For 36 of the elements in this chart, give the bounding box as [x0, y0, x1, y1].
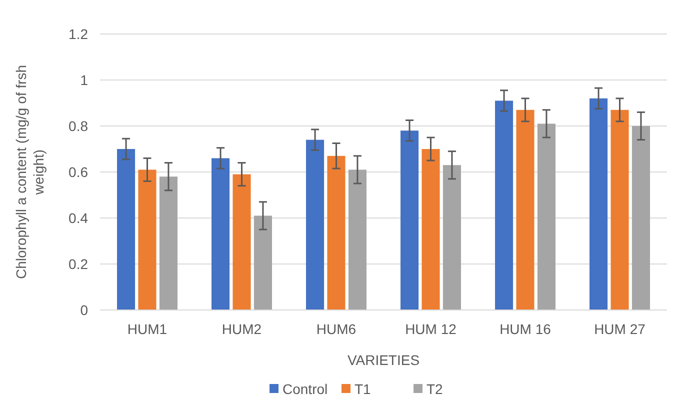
bar — [537, 124, 556, 310]
legend-label: Control — [282, 380, 328, 397]
y-tick-label: 0 — [80, 302, 88, 318]
bar — [138, 170, 156, 310]
bar — [254, 216, 272, 310]
y-tick-label: 0.4 — [68, 210, 88, 226]
y-tick-label: 1 — [80, 72, 88, 88]
bar — [590, 98, 608, 310]
x-tick-label: HUM 16 — [500, 321, 552, 337]
y-tick-label: 0.2 — [68, 256, 88, 272]
legend-label: T1 — [354, 380, 372, 397]
bar — [400, 130, 419, 310]
bar — [632, 126, 650, 310]
y-tick-label: 0.6 — [68, 164, 88, 180]
bar — [348, 170, 366, 310]
y-axis-title: Chlorophyll a content (mg/g of frsh weight) — [12, 65, 46, 279]
bar — [232, 174, 251, 310]
y-tick-label: 0.8 — [68, 118, 88, 134]
legend-label: T2 — [426, 380, 444, 397]
bar — [442, 165, 461, 310]
x-tick-label: HUM2 — [222, 321, 262, 337]
bar — [610, 110, 629, 310]
y-tick-label: 1.2 — [68, 26, 88, 42]
bar — [422, 149, 440, 310]
x-tick-label: HUM6 — [316, 321, 356, 337]
x-tick-label: HUM 12 — [405, 321, 457, 337]
bar — [495, 100, 514, 310]
bar — [159, 176, 178, 310]
bar — [212, 158, 230, 310]
bar — [516, 110, 534, 310]
x-tick-label: HUM 27 — [594, 321, 646, 337]
bar — [327, 156, 346, 310]
bar — [306, 140, 324, 310]
bar — [117, 149, 136, 310]
x-axis-title: VARIETIES — [347, 352, 420, 368]
x-tick-label: HUM1 — [127, 321, 168, 337]
